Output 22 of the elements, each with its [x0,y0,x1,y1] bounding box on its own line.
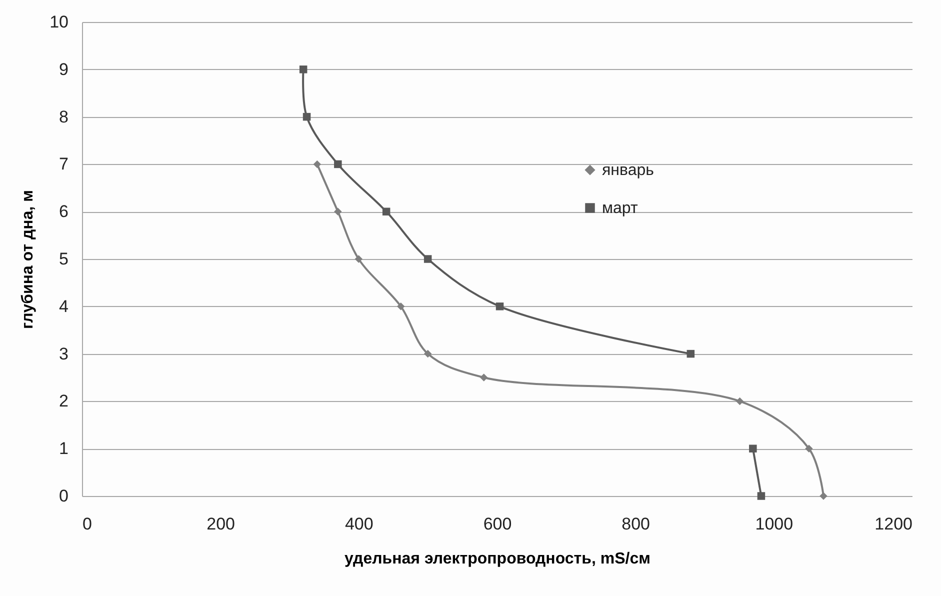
y-tick-label: 3 [59,344,68,364]
legend-label: январь [602,162,654,179]
y-tick-label: 4 [59,296,68,316]
x-tick-label: 400 [344,514,374,534]
y-tick-label: 6 [59,202,68,222]
y-tick-label: 7 [59,154,68,174]
y-tick-label: 0 [59,486,68,506]
x-tick-label: 0 [82,514,92,534]
x-tick-label: 200 [206,514,236,534]
x-tick-label: 800 [622,514,650,534]
y-tick-label: 2 [59,392,68,411]
x-tick-label: 1200 [874,514,912,534]
y-tick-label: 9 [59,60,68,79]
y-tick-label: 10 [50,12,68,32]
y-tick-label: 1 [59,439,68,458]
y-tick-label: 5 [59,250,68,268]
y-axis-title: глубина от дна, м [20,190,37,329]
legend-label: март [602,200,638,217]
x-axis-title: удельная электропроводность, mS/см [344,550,650,568]
y-tick-label: 8 [59,107,68,126]
x-tick-label: 600 [483,514,512,534]
x-tick-label: 1000 [755,514,794,534]
